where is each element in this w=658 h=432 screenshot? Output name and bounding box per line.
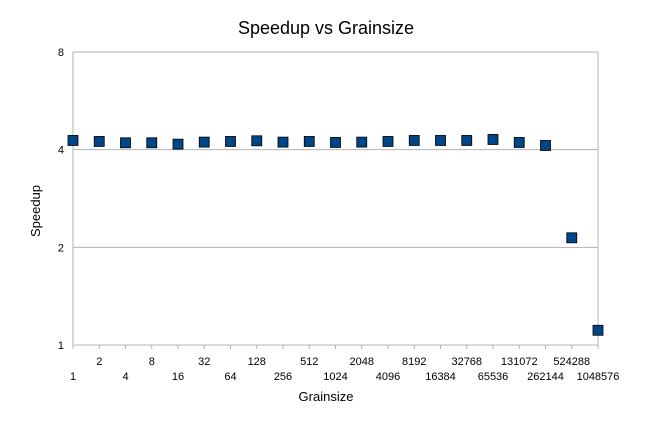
data-point-5 — [198, 136, 210, 148]
data-point-0 — [67, 135, 79, 146]
data-point-18 — [540, 140, 551, 151]
gridlines — [72, 51, 599, 349]
x-tick-label-4: 16 — [172, 371, 184, 383]
y-tick-labels: 1 2 4 8 — [58, 47, 64, 352]
x-tick-label-11: 2048 — [350, 356, 374, 368]
data-point-19 — [566, 232, 578, 244]
x-tick-label-18: 262144 — [527, 371, 564, 383]
data-point-1 — [93, 136, 105, 147]
x-axis-title: Grainsize — [299, 389, 354, 404]
x-tick-label-1: 2 — [96, 356, 102, 368]
data-point-9 — [303, 136, 315, 147]
x-tick-label-15: 32768 — [451, 356, 482, 368]
x-tick-label-10: 1024 — [323, 371, 347, 383]
x-tick-label-3: 8 — [149, 356, 155, 368]
x-tick-label-8: 256 — [274, 371, 292, 383]
x-tick-label-13: 8192 — [402, 356, 426, 368]
x-tick-label-5: 32 — [198, 356, 210, 368]
y-axis-title: Speedup — [28, 185, 43, 237]
y-tick-label-1: 2 — [58, 242, 64, 254]
x-tick-label-20: 1048576 — [577, 371, 620, 383]
data-point-15 — [461, 135, 473, 146]
x-tick-label-12: 4096 — [376, 371, 400, 383]
data-point-7 — [251, 135, 263, 147]
data-point-17 — [513, 137, 525, 148]
data-point-12 — [382, 136, 394, 147]
data-point-20 — [592, 324, 604, 336]
x-tick-label-2: 4 — [122, 371, 128, 383]
y-tick-label-2: 4 — [58, 145, 64, 157]
data-points — [67, 134, 604, 336]
data-point-8 — [277, 136, 289, 148]
data-point-6 — [225, 136, 236, 147]
data-point-11 — [356, 136, 368, 148]
chart-title: Speedup vs Grainsize — [238, 18, 414, 38]
data-point-10 — [330, 137, 341, 148]
data-point-13 — [408, 135, 420, 146]
x-tick-label-19: 524288 — [553, 356, 590, 368]
y-tick-label-3: 8 — [58, 47, 64, 59]
x-tick-label-17: 131072 — [501, 356, 538, 368]
x-tick-label-6: 64 — [224, 371, 236, 383]
x-tick-label-14: 16384 — [425, 371, 456, 383]
data-point-14 — [435, 135, 446, 146]
data-point-3 — [146, 137, 158, 149]
x-tick-label-16: 65536 — [478, 371, 509, 383]
x-tick-label-9: 512 — [300, 356, 318, 368]
data-point-16 — [487, 134, 499, 145]
data-point-2 — [120, 137, 131, 149]
data-point-4 — [172, 138, 184, 150]
x-tick-label-7: 128 — [248, 356, 266, 368]
y-tick-label-0: 1 — [58, 340, 64, 352]
x-tick-label-0: 1 — [70, 371, 76, 383]
